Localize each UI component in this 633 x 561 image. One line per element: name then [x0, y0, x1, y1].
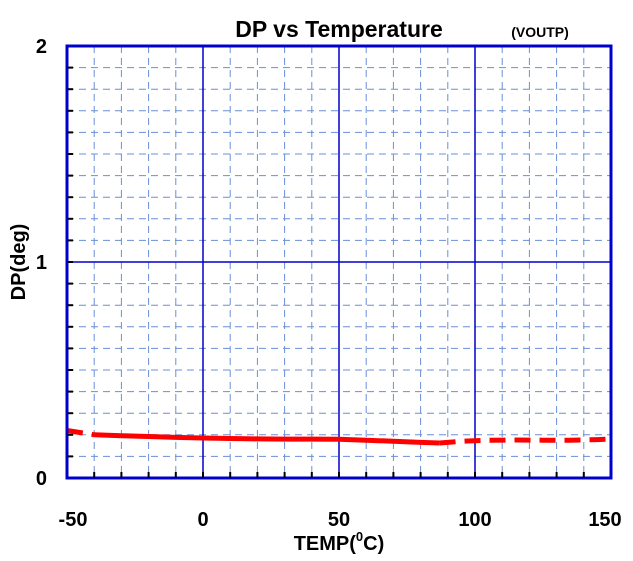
- series-line-dashed: [66, 428, 95, 438]
- x-tick-label: 100: [458, 509, 491, 531]
- x-tick-label: -50: [59, 509, 88, 531]
- x-axis-label-unit: C: [363, 533, 377, 555]
- series-line-solid: [94, 432, 440, 446]
- y-tick-label: 0: [36, 468, 47, 490]
- x-tick-label: 0: [197, 509, 208, 531]
- x-minor-ticks: [93, 472, 585, 478]
- x-axis-label-main: TEMP(: [294, 533, 357, 555]
- y-tick-label: 1: [36, 252, 47, 274]
- x-axis-label-superscript: 0: [356, 529, 363, 544]
- y-axis-label: DP(deg): [8, 224, 30, 301]
- major-grid: [67, 46, 611, 478]
- x-tick-label: 50: [328, 509, 350, 531]
- series-layer: [66, 428, 612, 446]
- x-tick-label: 150: [588, 509, 621, 531]
- chart-subtitle: (VOUTP): [511, 24, 569, 40]
- x-tick-labels: -50 0 50 100 150: [59, 509, 622, 531]
- chart-title: DP vs Temperature: [235, 16, 443, 42]
- y-minor-ticks: [67, 66, 73, 458]
- y-tick-labels: 0 1 2: [36, 36, 47, 490]
- y-tick-label: 2: [36, 36, 47, 58]
- series-line-dashed: [439, 436, 612, 446]
- x-axis-label: TEMP(0C): [294, 529, 385, 555]
